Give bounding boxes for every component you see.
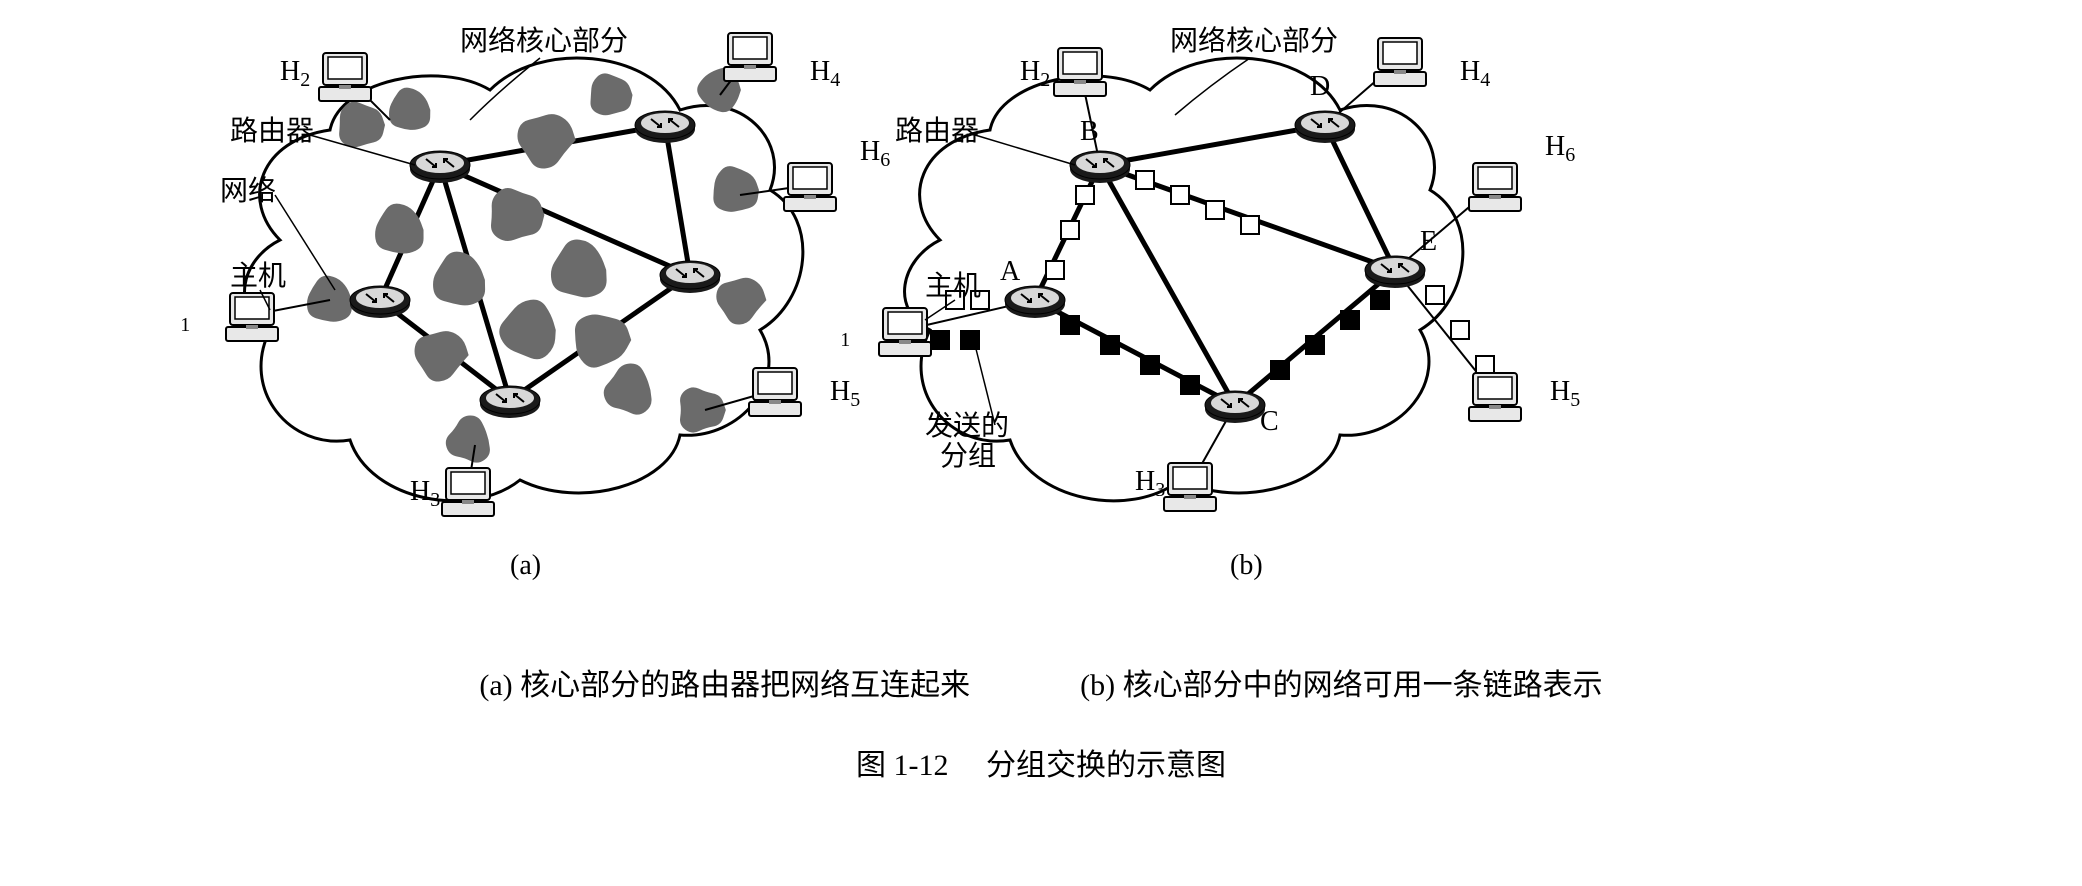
svg-text:网络核心部分: 网络核心部分 xyxy=(460,25,628,57)
figure-title: 分组交换的示意图 xyxy=(986,749,1226,782)
svg-text:H2: H2 xyxy=(1020,56,1050,91)
caption-a: (a) 核心部分的路由器把网络互连起来 xyxy=(479,660,970,704)
diagram-a-svg: H1H2H3H4H5H6网络核心部分路由器网络主机 xyxy=(180,20,910,580)
svg-text:H4: H4 xyxy=(1460,56,1490,91)
panel-b-label: (b) xyxy=(1230,550,1263,582)
svg-text:网络: 网络 xyxy=(220,175,276,207)
svg-text:E: E xyxy=(1420,226,1437,257)
svg-text:H6: H6 xyxy=(1545,131,1575,166)
panel-a-label: (a) xyxy=(510,550,541,582)
svg-text:分组: 分组 xyxy=(940,440,996,472)
svg-text:H1: H1 xyxy=(180,301,190,336)
svg-text:发送的: 发送的 xyxy=(925,410,1009,442)
svg-text:H1: H1 xyxy=(840,316,850,351)
svg-text:B: B xyxy=(1080,116,1099,147)
subcaption-row: (a) 核心部分的路由器把网络互连起来 (b) 核心部分中的网络可用一条链路表示 xyxy=(20,660,2062,704)
svg-text:主机: 主机 xyxy=(230,260,286,292)
svg-text:网络核心部分: 网络核心部分 xyxy=(1170,25,1338,57)
svg-text:H2: H2 xyxy=(280,56,310,91)
figure-caption: 图 1-12 分组交换的示意图 xyxy=(20,740,2062,784)
svg-text:路由器: 路由器 xyxy=(230,115,314,147)
svg-text:A: A xyxy=(1000,256,1021,287)
svg-text:H5: H5 xyxy=(1550,376,1580,411)
caption-b: (b) 核心部分中的网络可用一条链路表示 xyxy=(1080,660,1602,704)
svg-text:H4: H4 xyxy=(810,56,840,91)
diagram-b-svg: ABCDEH1H2H3H4H5H6网络核心部分路由器主机发送的分组 xyxy=(840,20,1610,580)
svg-text:路由器: 路由器 xyxy=(895,115,979,147)
svg-text:C: C xyxy=(1260,406,1279,437)
svg-text:主机: 主机 xyxy=(925,270,981,302)
figure-number: 图 1-12 xyxy=(856,749,949,782)
svg-text:D: D xyxy=(1310,71,1330,102)
figure-container: H1H2H3H4H5H6网络核心部分路由器网络主机 (a) ABCDEH1H2H… xyxy=(20,20,2062,866)
